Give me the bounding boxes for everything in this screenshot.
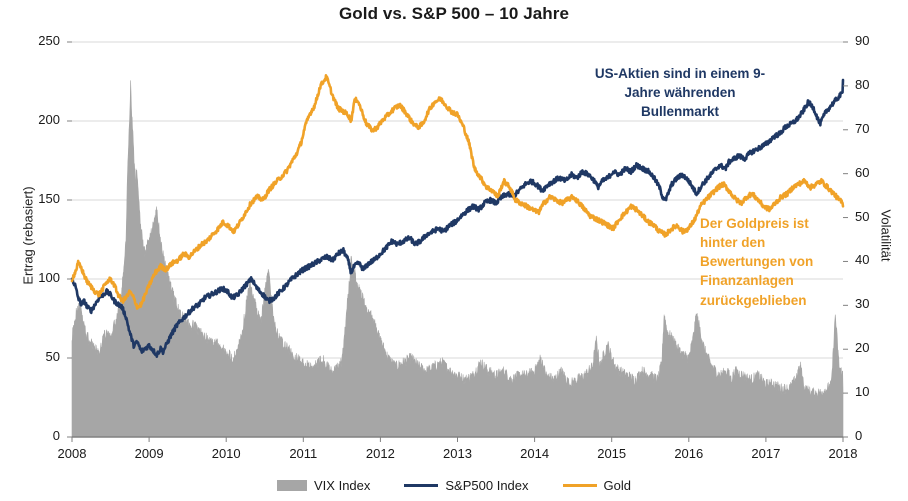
y-axis-right-tick-label: 80 — [855, 76, 870, 92]
legend-item-label: Gold — [603, 478, 631, 493]
x-axis-tick-label: 2018 — [828, 446, 858, 461]
x-axis-tick-label: 2008 — [57, 446, 87, 461]
axis-lines — [67, 41, 848, 442]
series-vix-area — [71, 80, 844, 438]
y-axis-right-tick-label: 90 — [855, 33, 870, 48]
y-axis-right-tick-label: 0 — [855, 428, 863, 443]
y-axis-right-tick-label: 50 — [855, 208, 870, 224]
x-axis-tick-label: 2010 — [211, 446, 241, 461]
legend-item-label: VIX Index — [314, 478, 371, 493]
legend-swatch-area-icon — [277, 480, 308, 491]
y-axis-right-tick-label: 10 — [855, 384, 870, 400]
legend-item[interactable]: Gold — [562, 478, 631, 493]
y-axis-left-tick-label: 200 — [38, 112, 60, 127]
chart-legend: VIX Index S&P500 Index Gold — [0, 478, 908, 493]
y-axis-left-title: Ertrag (rebasiert) — [20, 186, 36, 285]
x-axis-tick-label: 2016 — [674, 446, 704, 461]
y-axis-left-tick-label: 50 — [45, 349, 60, 364]
y-axis-right-tick-label: 30 — [855, 296, 870, 312]
x-axis-tick-label: 2014 — [520, 446, 550, 461]
x-axis-tick-label: 2012 — [365, 446, 395, 461]
annotation-gold: Der Goldpreis ist hinter den Bewertungen… — [700, 216, 814, 308]
y-axis-left-tick-label: 150 — [38, 191, 60, 206]
chart-title: Gold vs. S&P 500 – 10 Jahre — [338, 4, 570, 23]
legend-item-label: S&P500 Index — [445, 478, 529, 493]
x-axis-tick-label: 2017 — [751, 446, 781, 461]
x-axis-tick-label: 2009 — [134, 446, 164, 461]
legend-item[interactable]: VIX Index — [277, 478, 370, 493]
y-axis-right-tick-label: 60 — [855, 164, 870, 180]
x-axis-tick-label: 2011 — [289, 446, 318, 461]
series-gold-line — [70, 73, 845, 310]
x-axis-tick-label: 2015 — [597, 446, 627, 461]
y-axis-right-tick-label: 70 — [855, 120, 870, 136]
legend-swatch-line-icon — [404, 484, 439, 487]
legend-item[interactable]: S&P500 Index — [404, 478, 529, 493]
y-axis-left-tick-label: 0 — [52, 428, 60, 443]
legend-swatch-line-icon — [562, 484, 597, 487]
y-axis-left-tick-label: 250 — [38, 33, 60, 48]
annotation-equities: US-Aktien sind in einem 9-Jahre währende… — [594, 66, 766, 120]
x-axis-tick-label: 2013 — [443, 446, 472, 461]
y-axis-left-tick-label: 100 — [38, 270, 60, 285]
y-axis-right-tick-label: 20 — [855, 340, 870, 356]
y-axis-right-tick-label: 40 — [855, 252, 870, 268]
data-series-layer — [70, 73, 845, 438]
series-sp500-line — [70, 78, 845, 359]
gridlines — [72, 41, 843, 359]
